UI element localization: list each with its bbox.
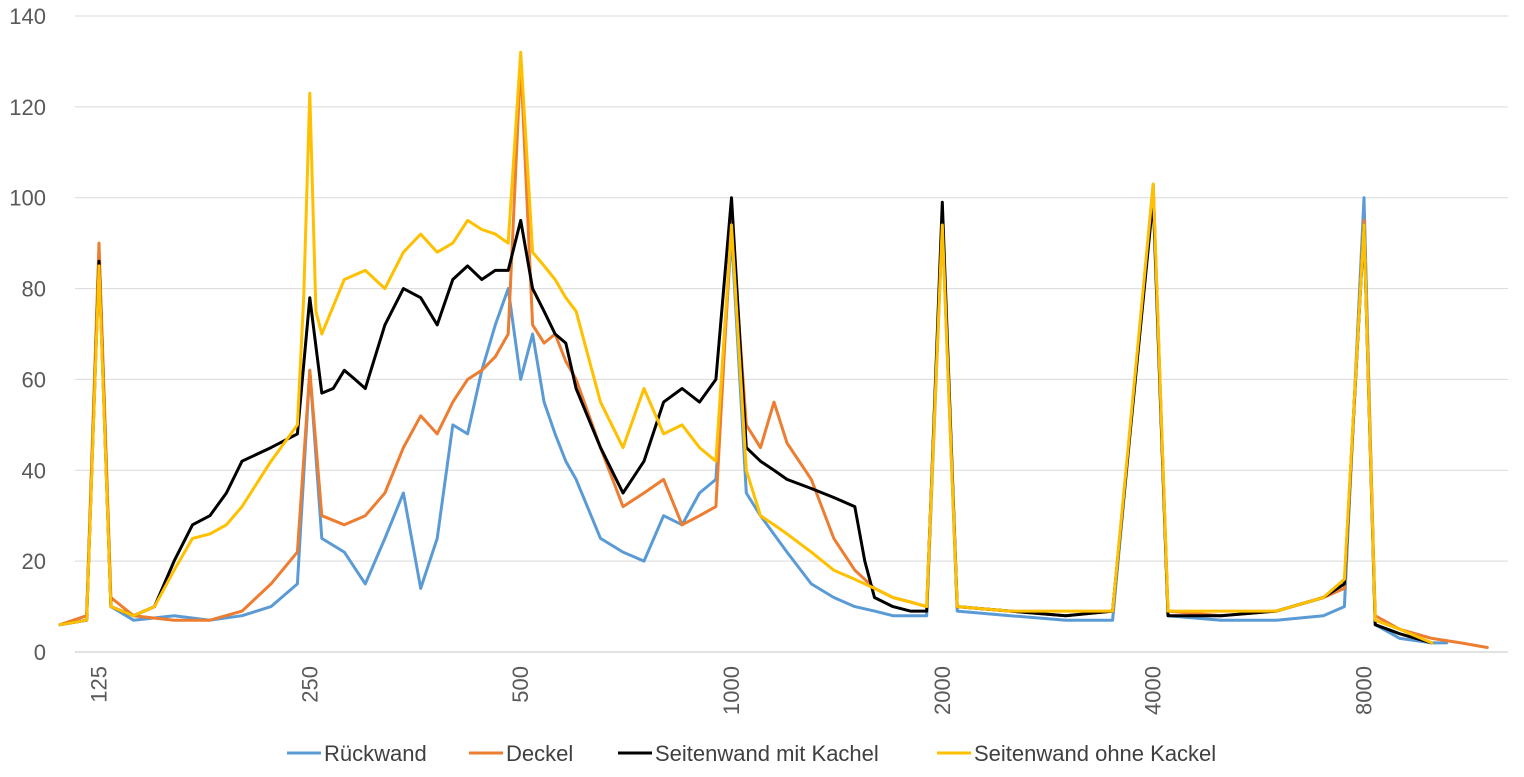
x-tick-label: 250 bbox=[297, 666, 322, 703]
series-line-3 bbox=[58, 50, 1434, 645]
y-axis-tick-labels: 0 20 40 60 80 100 120 140 bbox=[9, 4, 46, 665]
series-line-2 bbox=[58, 196, 1434, 645]
series-line-0 bbox=[58, 182, 1449, 645]
y-tick-label: 80 bbox=[22, 277, 46, 302]
legend: Rückwand Deckel Seitenwand mit Kachel Seite… bbox=[287, 741, 1216, 766]
legend-label-1: Deckel bbox=[506, 741, 573, 766]
y-tick-label: 0 bbox=[34, 640, 46, 665]
y-tick-label: 140 bbox=[9, 4, 46, 29]
legend-label-3: Seitenwand ohne Kackel bbox=[974, 741, 1216, 766]
x-tick-label: 500 bbox=[508, 666, 533, 703]
legend-label-2: Seitenwand mit Kachel bbox=[655, 741, 879, 766]
x-axis-tick-labels: 125 250 500 1000 2000 4000 8000 bbox=[87, 666, 1377, 715]
series-lines bbox=[58, 50, 1489, 649]
x-tick-label: 2000 bbox=[930, 666, 955, 715]
y-tick-label: 40 bbox=[22, 458, 46, 483]
gridlines bbox=[75, 15, 1508, 562]
x-tick-label: 4000 bbox=[1141, 666, 1166, 715]
y-tick-label: 120 bbox=[9, 95, 46, 120]
y-tick-label: 20 bbox=[22, 549, 46, 574]
y-tick-label: 100 bbox=[9, 186, 46, 211]
x-tick-label: 8000 bbox=[1352, 666, 1377, 715]
x-tick-label: 1000 bbox=[719, 666, 744, 715]
legend-label-0: Rückwand bbox=[324, 741, 427, 766]
y-tick-label: 60 bbox=[22, 367, 46, 392]
x-tick-label: 125 bbox=[87, 666, 112, 703]
series-line-1 bbox=[58, 59, 1489, 649]
